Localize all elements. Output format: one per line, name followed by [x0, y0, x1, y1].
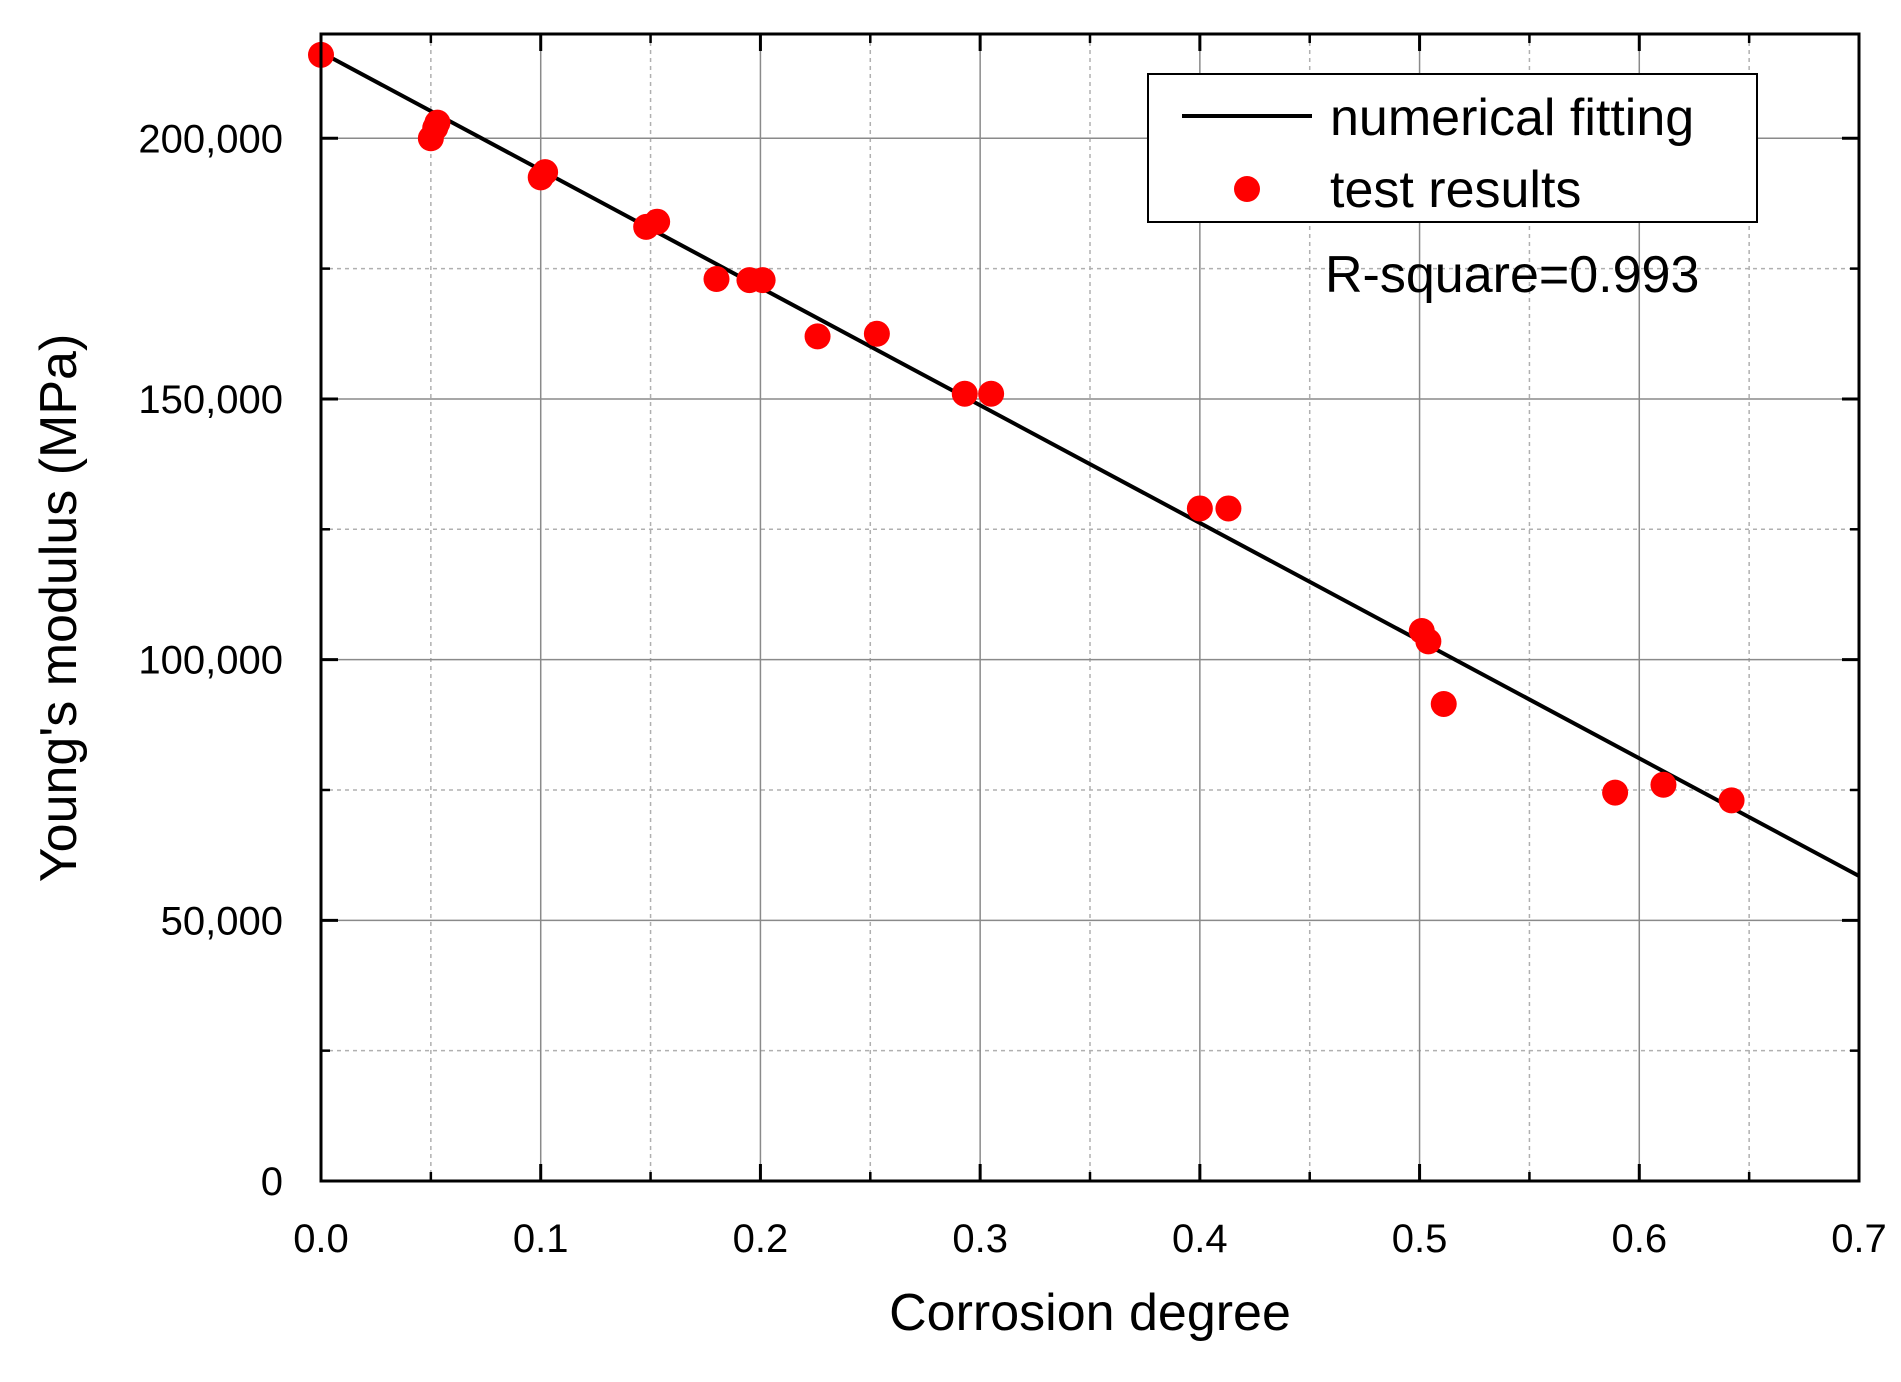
- x-tick-label: 0.6: [1611, 1217, 1667, 1261]
- data-point: [804, 323, 831, 350]
- y-tick-label: 150,000: [138, 378, 283, 422]
- data-point: [1415, 628, 1442, 655]
- data-point: [863, 320, 890, 347]
- data-point: [1215, 495, 1242, 522]
- fit-line: [320, 50, 1860, 878]
- grid: [321, 34, 1859, 1181]
- data-point: [1186, 495, 1213, 522]
- x-tick-label: 0.5: [1392, 1217, 1448, 1261]
- y-tick-label: 50,000: [161, 899, 283, 943]
- data-point: [424, 109, 451, 136]
- y-tick-label: 200,000: [138, 117, 283, 161]
- data-point: [1650, 771, 1677, 798]
- r-square-annotation: R-square=0.993: [1325, 246, 1699, 304]
- x-axis-title: Corrosion degree: [889, 1284, 1291, 1342]
- y-tick-label: 0: [261, 1160, 283, 1204]
- data-point: [532, 159, 559, 186]
- legend: numerical fitting test results: [1147, 73, 1758, 223]
- x-tick-label: 0.4: [1172, 1217, 1228, 1261]
- data-point: [951, 380, 978, 407]
- legend-dot-swatch: [1234, 176, 1260, 202]
- data-point: [1718, 787, 1745, 814]
- x-tick-label: 0.7: [1831, 1217, 1887, 1261]
- data-point: [1602, 779, 1629, 806]
- x-tick-label: 0.0: [293, 1217, 349, 1261]
- legend-label-numerical-fitting: numerical fitting: [1330, 89, 1694, 147]
- x-tick-labels: 0.0 0.1 0.2 0.3 0.4 0.5 0.6 0.7: [293, 1217, 1887, 1261]
- data-point: [1430, 690, 1457, 717]
- data-point: [644, 208, 671, 235]
- scatter-points: [308, 41, 1745, 814]
- y-tick-labels: 0 50,000 100,000 150,000 200,000: [138, 117, 283, 1204]
- data-point: [749, 267, 776, 294]
- x-tick-label: 0.2: [733, 1217, 789, 1261]
- axis-ticks: [319, 34, 1861, 1183]
- fit-line-layer: [320, 50, 1860, 878]
- x-tick-label: 0.3: [952, 1217, 1008, 1261]
- x-tick-label: 0.1: [513, 1217, 569, 1261]
- y-axis-title: Young's modulus (MPa): [30, 334, 88, 883]
- legend-label-test-results: test results: [1330, 161, 1581, 219]
- y-tick-label: 100,000: [138, 639, 283, 683]
- data-point: [978, 380, 1005, 407]
- data-point: [703, 266, 730, 293]
